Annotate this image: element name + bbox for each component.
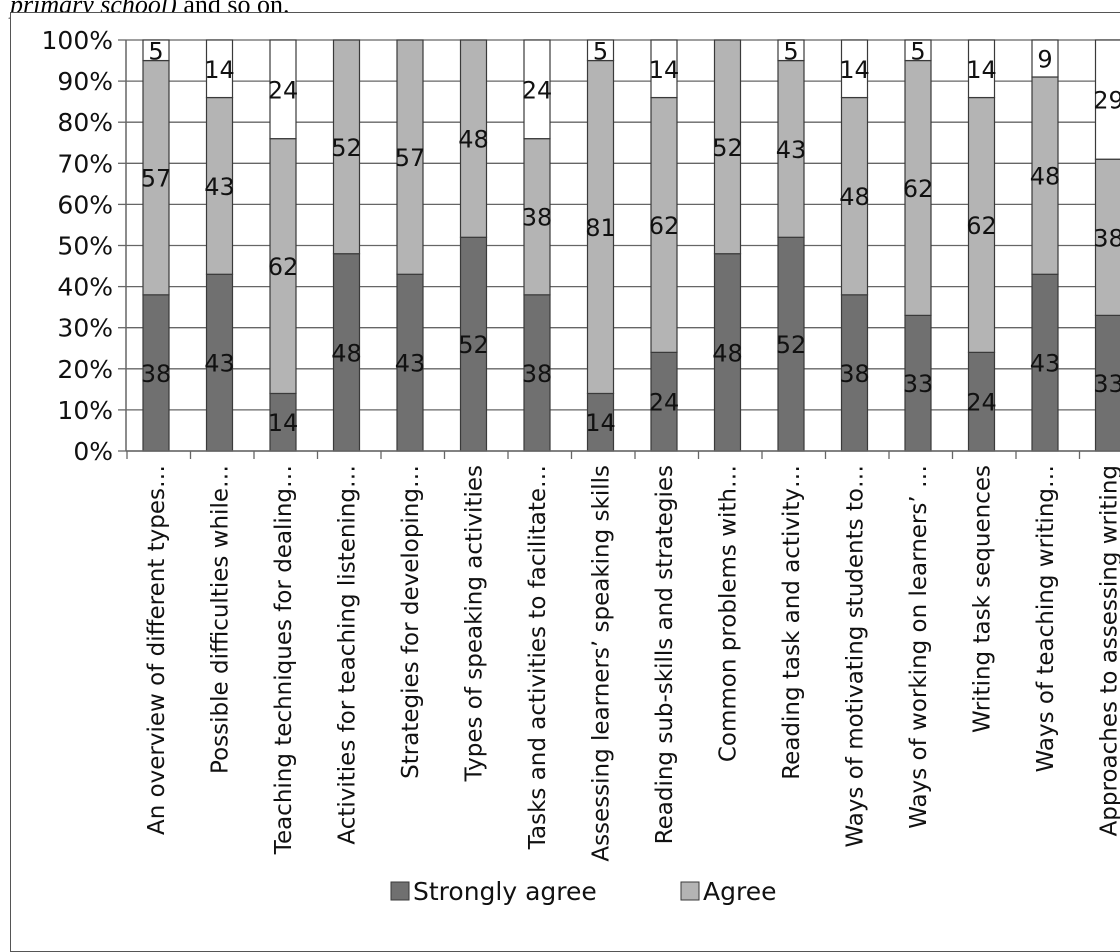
y-tick-label: 80% — [57, 108, 113, 137]
data-label: 62 — [649, 212, 680, 240]
data-label: 62 — [966, 212, 997, 240]
data-label: 43 — [395, 350, 426, 378]
category-label: Writing task sequences — [970, 465, 996, 733]
legend: Strongly agree Agree — [391, 877, 776, 906]
category-label: Approaches to assessing writing — [1097, 465, 1120, 836]
data-label: 24 — [522, 76, 553, 104]
stacked-bar-chart: 0% 10% 20% 30% 40% 50% 60% 70% 80% 90% 100% 38 57 5 4… — [11, 13, 1120, 928]
y-tick-label: 60% — [57, 190, 113, 219]
data-label: 33 — [903, 370, 934, 398]
data-label: 5 — [593, 37, 608, 65]
data-label: 43 — [204, 173, 235, 201]
data-label: 24 — [268, 76, 299, 104]
data-label: 52 — [458, 331, 489, 359]
y-tick-label: 100% — [42, 26, 113, 55]
data-label: 43 — [776, 136, 807, 164]
y-tick-label: 70% — [57, 149, 113, 178]
legend-swatch-agree — [681, 882, 699, 900]
category-label: Ways of motivating students to… — [843, 465, 869, 848]
data-label: 52 — [331, 134, 362, 162]
data-label: 14 — [268, 409, 299, 437]
category-label: An overview of different types… — [144, 465, 170, 835]
data-label: 48 — [331, 339, 362, 367]
data-label: 81 — [585, 214, 616, 242]
y-axis-tick-labels: 0% 10% 20% 30% 40% 50% 60% 70% 80% 90% 100% — [42, 26, 113, 466]
legend-label-strongly-agree: Strongly agree — [413, 877, 597, 906]
data-label: 48 — [1030, 163, 1061, 191]
y-tick-label: 40% — [57, 273, 113, 302]
data-label: 52 — [776, 331, 807, 359]
data-label: 62 — [268, 253, 299, 281]
data-label: 5 — [910, 37, 925, 65]
data-label: 14 — [649, 56, 680, 84]
data-label: 24 — [649, 389, 680, 417]
legend-label-agree: Agree — [703, 877, 776, 906]
data-label: 38 — [522, 360, 553, 388]
category-label: Reading task and activity… — [779, 465, 805, 780]
data-label: 14 — [585, 409, 616, 437]
data-label: 48 — [712, 339, 743, 367]
category-label: Reading sub-skills and strategies — [652, 465, 678, 844]
y-tick-label: 0% — [73, 437, 113, 466]
data-label: 33 — [1093, 370, 1120, 398]
data-label: 14 — [966, 56, 997, 84]
data-label: 5 — [783, 37, 798, 65]
data-label: 38 — [1093, 224, 1120, 252]
data-label: 57 — [141, 165, 172, 193]
data-label: 43 — [204, 350, 235, 378]
x-axis-category-labels: An overview of different types… Possible … — [144, 465, 1120, 862]
y-tick-label: 90% — [57, 67, 113, 96]
data-label: 52 — [712, 134, 743, 162]
category-label: Types of speaking activities — [462, 465, 488, 782]
data-label: 24 — [966, 389, 997, 417]
data-label: 29 — [1093, 87, 1120, 115]
category-label: Activities for teaching listening… — [335, 465, 361, 845]
data-label: 43 — [1030, 350, 1061, 378]
category-label: Strategies for developing… — [398, 465, 424, 779]
data-label: 57 — [395, 144, 426, 172]
data-label: 48 — [839, 183, 870, 211]
category-label: Teaching techniques for dealing… — [271, 465, 297, 855]
y-tick-label: 30% — [57, 314, 113, 343]
legend-swatch-strongly-agree — [391, 882, 409, 900]
data-label: 48 — [458, 126, 489, 154]
data-label: 5 — [148, 37, 163, 65]
y-tick-label: 50% — [57, 232, 113, 261]
data-label: 14 — [839, 56, 870, 84]
data-label: 38 — [839, 360, 870, 388]
category-label: Common problems with… — [716, 465, 742, 762]
category-label: Possible difficulties while… — [208, 465, 234, 774]
data-label: 14 — [204, 56, 235, 84]
category-label: Ways of working on learners’ … — [906, 465, 932, 829]
category-label: Ways of teaching writing… — [1033, 465, 1059, 772]
y-tick-label: 10% — [57, 396, 113, 425]
y-tick-label: 20% — [57, 355, 113, 384]
data-label: 38 — [522, 204, 553, 232]
data-label: 62 — [903, 175, 934, 203]
category-label: Tasks and activities to facilitate… — [525, 465, 551, 850]
data-label: 38 — [141, 360, 172, 388]
category-label: Assessing learners’ speaking skills — [589, 465, 615, 862]
data-label: 9 — [1037, 45, 1052, 73]
chart-frame: 0% 10% 20% 30% 40% 50% 60% 70% 80% 90% 100% 38 57 5 4… — [10, 12, 1120, 952]
